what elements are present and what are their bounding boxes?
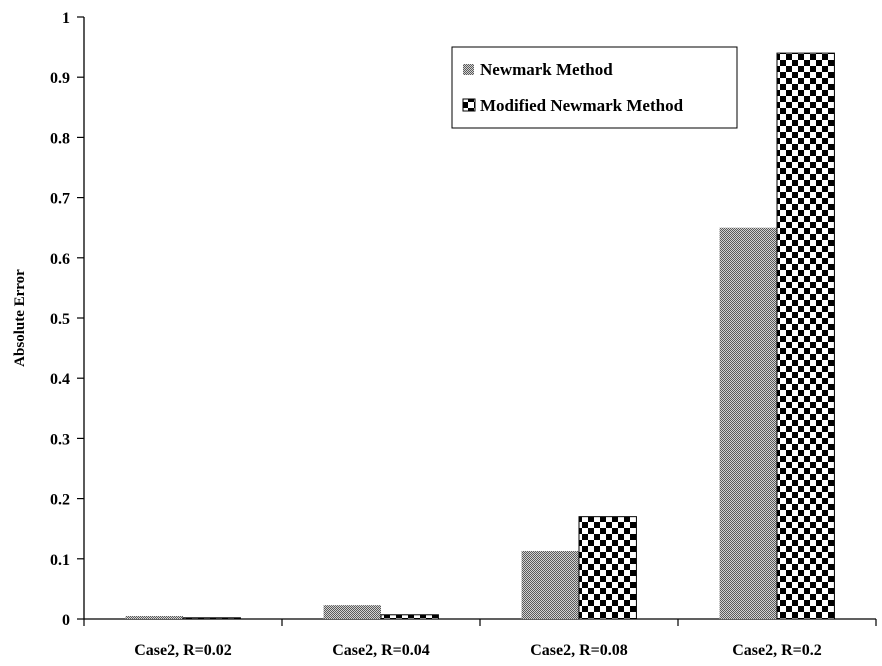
bar-newmark [323, 605, 381, 619]
y-tick-label: 0.7 [50, 191, 70, 208]
y-tick-label: 0.4 [50, 371, 70, 388]
y-tick-label: 0.9 [50, 70, 70, 87]
y-tick-label: 0.1 [50, 552, 70, 569]
legend-swatch-modified-newmark [462, 98, 476, 112]
x-tick-label: Case2, R=0.08 [530, 642, 628, 659]
legend-swatch-newmark [463, 64, 474, 75]
bar-modified-newmark [182, 617, 241, 620]
bar-modified-newmark [776, 52, 835, 620]
legend-label-modified-newmark: Modified Newmark Method [480, 96, 684, 115]
y-tick-label: 0.2 [50, 492, 70, 509]
x-axis-ticks: Case2, R=0.02 Case2, R=0.04 Case2, R=0.08 C… [83, 619, 877, 659]
y-axis-title: Absolute Error [12, 269, 28, 367]
bar-modified-newmark [380, 614, 439, 620]
bar-modified-newmark [578, 516, 637, 620]
y-axis-ticks: 0 0.1 0.2 0.3 0.4 0.5 0.6 0.7 0.8 0.9 1 [50, 10, 84, 629]
x-tick-label: Case2, R=0.2 [732, 642, 822, 659]
bar-newmark [125, 615, 183, 619]
legend-box [451, 46, 738, 129]
y-tick-label: 0 [62, 612, 70, 629]
bar-newmark [719, 227, 777, 619]
x-tick-label: Case2, R=0.02 [134, 642, 232, 659]
x-tick-label: Case2, R=0.04 [332, 642, 430, 659]
bar-marks [125, 52, 835, 620]
bar-newmark [521, 550, 579, 619]
y-tick-label: 0.3 [50, 431, 70, 448]
y-tick-label: 0.6 [50, 251, 70, 268]
y-tick-label: 1 [62, 10, 70, 27]
y-tick-label: 0.5 [50, 311, 70, 328]
y-tick-label: 0.8 [50, 130, 70, 147]
legend-label-newmark: Newmark Method [480, 60, 613, 79]
legend: Newmark Method Modified Newmark Method [451, 46, 738, 129]
plot-area: 0 0.1 0.2 0.3 0.4 0.5 0.6 0.7 0.8 0.9 1 Case2, R=0… [50, 10, 877, 659]
